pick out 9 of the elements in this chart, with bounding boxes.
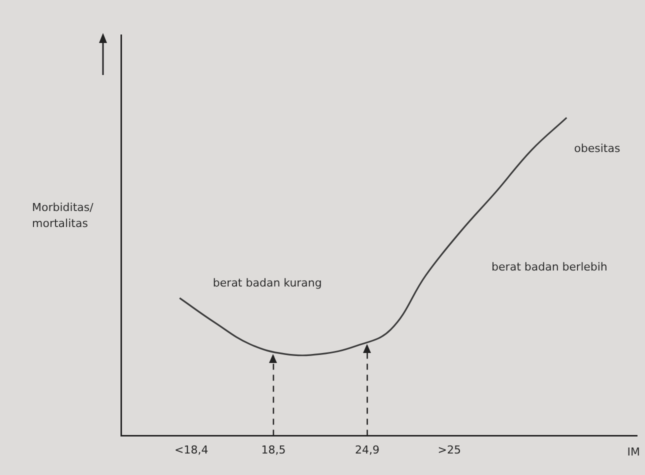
x-tick-label: >25 bbox=[438, 443, 461, 456]
annotation: obesitas bbox=[574, 142, 620, 156]
x-tick-label: 24,9 bbox=[355, 443, 380, 456]
x-tick-label: 18,5 bbox=[261, 443, 286, 456]
annotation: berat badan kurang bbox=[212, 276, 322, 290]
x-tick-label: <18,4 bbox=[174, 443, 208, 456]
y-axis-title: Morbiditas/mortalitas bbox=[32, 200, 94, 230]
x-axis-title: IM bbox=[627, 446, 640, 459]
annotation: berat badan berlebih bbox=[492, 260, 608, 274]
